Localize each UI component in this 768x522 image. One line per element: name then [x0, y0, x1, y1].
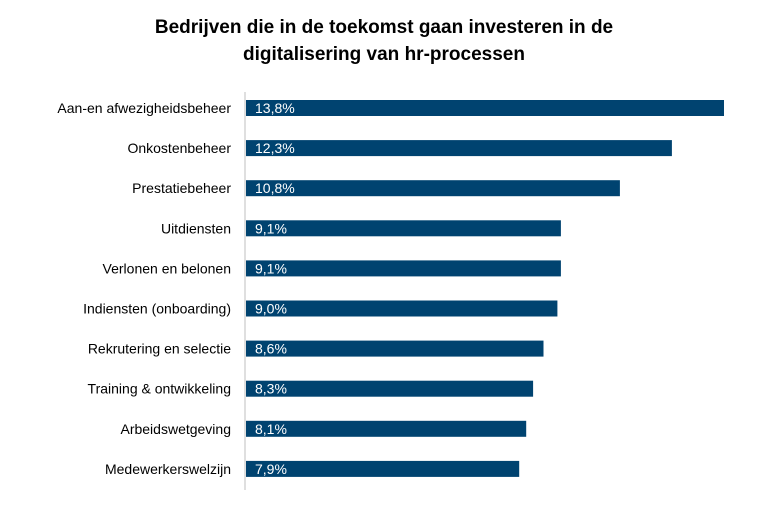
chart-title-line-1: Bedrijven die in de toekomst gaan invest…: [154, 17, 614, 38]
value-label: 9,1%: [255, 220, 287, 236]
category-label: Aan-en afwezigheidsbeheer: [57, 100, 231, 116]
bar-3: [246, 180, 620, 197]
bar-7: [246, 340, 544, 357]
bar-6: [246, 300, 558, 317]
value-label: 8,1%: [255, 421, 287, 437]
category-label: Arbeidswetgeving: [120, 421, 231, 437]
bars-layer: Aan-en afwezigheidsbeheer 13,8% Onkostenbe…: [57, 100, 724, 477]
category-label: Indiensten (onboarding): [83, 301, 231, 317]
value-label: 10,8%: [255, 180, 295, 196]
bar-1: [246, 100, 724, 116]
category-label: Onkostenbeheer: [127, 140, 231, 156]
value-label: 7,9%: [255, 461, 287, 477]
value-label: 13,8%: [255, 100, 295, 116]
bar-2: [246, 140, 672, 157]
value-label: 8,6%: [255, 341, 287, 357]
bar-4: [246, 220, 561, 237]
category-label: Prestatiebeheer: [132, 180, 231, 196]
chart-title-line-2: digitalisering van hr-processen: [243, 44, 525, 65]
bar-9: [246, 420, 527, 437]
bar-8: [246, 380, 534, 397]
category-label: Uitdiensten: [161, 220, 231, 236]
value-label: 12,3%: [255, 140, 295, 156]
category-label: Training & ontwikkeling: [88, 381, 231, 397]
bar-10: [246, 460, 520, 477]
category-label: Medewerkerswelzijn: [105, 461, 231, 477]
value-label: 8,3%: [255, 381, 287, 397]
category-label: Verlonen en belonen: [103, 260, 231, 276]
chart-title: Bedrijven die in de toekomst gaan invest…: [0, 14, 768, 68]
value-label: 9,1%: [255, 260, 287, 276]
value-label: 9,0%: [255, 301, 287, 317]
category-label: Rekrutering en selectie: [88, 341, 231, 357]
bar-5: [246, 260, 561, 277]
